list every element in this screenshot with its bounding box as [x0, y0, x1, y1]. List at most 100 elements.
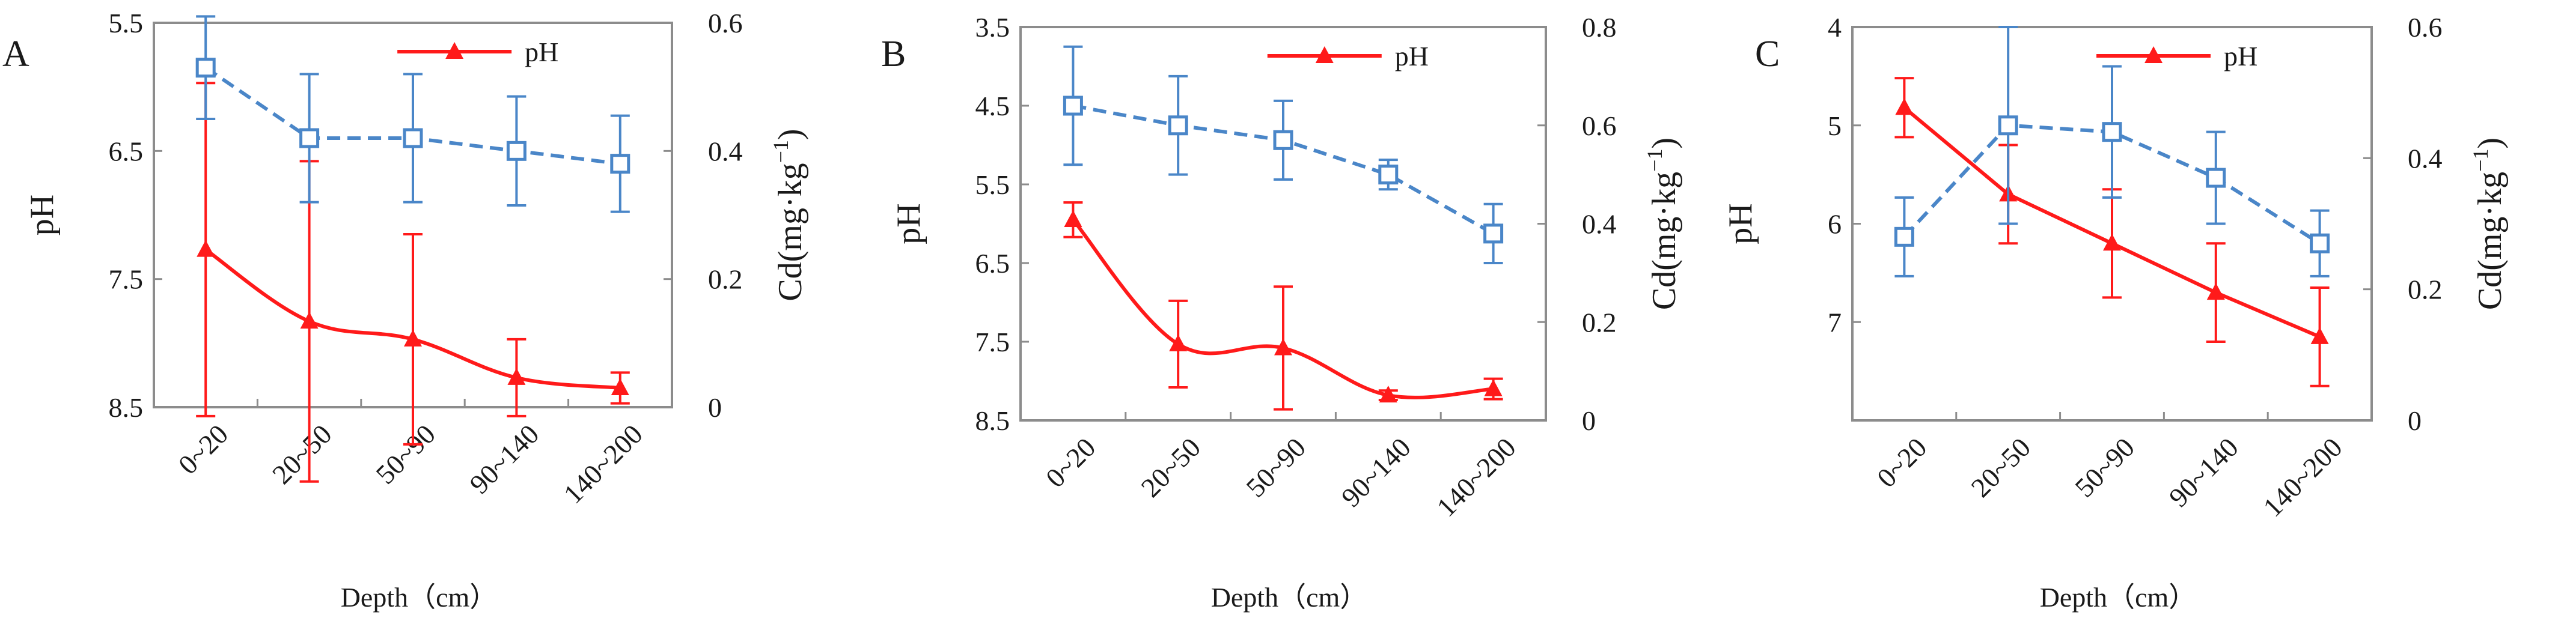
left-tick-label: 7.5	[109, 264, 144, 295]
chart-panel-a: 5.5 6.5 7.5 8.5 0 0.2 0.4 0.6 0~20 20~50 50~90 90~1…	[2, 8, 809, 613]
data-point-square	[1063, 95, 1083, 116]
right-tick-label: 0.6	[2408, 12, 2443, 43]
x-category-label: 0~20	[1040, 432, 1101, 493]
data-point-square	[195, 58, 216, 78]
x-category-label: 0~20	[172, 419, 234, 480]
panel-letter: A	[2, 34, 29, 74]
left-tick-label: 5.5	[975, 169, 1010, 200]
data-point-square	[1168, 115, 1188, 136]
data-point-triangle	[1484, 379, 1503, 396]
left-tick-label: 7	[1828, 307, 1842, 338]
x-axis-title: Depth（cm）	[1211, 582, 1368, 613]
x-axis-title: Depth（cm）	[2040, 582, 2197, 613]
data-point-triangle	[1379, 386, 1397, 403]
data-point-triangle	[2206, 283, 2225, 300]
right-tick-label: 0.8	[1582, 12, 1617, 43]
left-tick-label: 7.5	[975, 327, 1010, 357]
panel-letter: B	[881, 34, 906, 74]
y-axis-title-right-close: )	[772, 129, 809, 140]
data-point-triangle	[1169, 334, 1188, 351]
right-tick-label: 0.2	[708, 264, 743, 295]
left-tick-label: 6.5	[975, 248, 1010, 279]
right-tick-label: 0.2	[1582, 307, 1617, 338]
x-category-label: 140~200	[2257, 432, 2348, 522]
x-category-label: 20~50	[266, 419, 338, 490]
right-tick-label: 0.4	[2408, 143, 2443, 174]
legend-marker	[1315, 46, 1334, 63]
data-point-square	[2102, 122, 2122, 142]
x-category-label: 50~90	[1240, 432, 1311, 503]
x-category-label: 90~140	[1335, 432, 1417, 513]
x-category-label: 20~50	[1135, 432, 1207, 503]
data-point-square	[299, 128, 320, 148]
left-tick-label: 8.5	[109, 392, 144, 423]
y-axis-title-left: pH	[890, 203, 927, 244]
series-ph	[196, 82, 630, 483]
right-tick-label: 0.4	[1582, 209, 1617, 240]
data-point-square	[1378, 165, 1399, 185]
legend-marker	[445, 42, 464, 59]
x-axis-title: Depth（cm）	[341, 582, 498, 613]
data-point-square	[1894, 226, 1914, 247]
left-tick-label: 4	[1828, 12, 1842, 43]
x-category-label: 50~90	[370, 419, 441, 490]
x-category-label: 0~20	[1871, 432, 1932, 493]
series-cd	[1063, 45, 1504, 264]
legend-label: pH	[525, 37, 558, 67]
chart-panel-b: 3.5 4.5 5.5 6.5 7.5 8.5 0 0.2 0.4 0.6 0.8 0~20 20~50…	[881, 12, 1683, 613]
legend-label: pH	[1395, 41, 1429, 71]
y-axis-title-right-main: Cd(mg·kg	[2471, 172, 2509, 310]
right-tick-label: 0.6	[1582, 111, 1617, 141]
y-axis-title-right: Cd(mg·kg−1)	[1643, 138, 1683, 310]
data-point-square	[2206, 168, 2226, 188]
y-axis-title-right-main: Cd(mg·kg	[772, 163, 809, 301]
y-axis-title-left: pH	[1722, 203, 1759, 244]
data-point-triangle	[197, 240, 215, 257]
left-tick-label: 6.5	[109, 136, 144, 166]
data-point-triangle	[2103, 234, 2121, 251]
y-axis-title-right-main: Cd(mg·kg	[1646, 172, 1683, 310]
data-point-triangle	[1895, 98, 1914, 115]
data-point-triangle	[611, 378, 629, 395]
left-tick-label: 3.5	[975, 12, 1010, 43]
left-tick-label: 5	[1828, 111, 1842, 141]
y-axis-title-right-exponent: −1	[2468, 149, 2492, 172]
x-category-label: 140~200	[1430, 432, 1521, 522]
data-point-triangle	[2310, 327, 2329, 344]
series-cd	[195, 15, 630, 213]
chart-panel-c: 4 5 6 7 0 0.2 0.4 0.6 0~20 20~50 50~90 90~140 140~20…	[1722, 12, 2509, 613]
y-axis-title-right-exponent: −1	[1643, 149, 1667, 172]
y-axis-title-right: Cd(mg·kg−1)	[2468, 138, 2509, 310]
data-point-square	[1273, 130, 1293, 150]
data-point-triangle	[300, 312, 319, 329]
data-point-square	[610, 154, 630, 174]
y-axis-title-left: pH	[23, 195, 61, 235]
y-axis-title-right-close: )	[1646, 138, 1683, 149]
y-axis-title-right-close: )	[2471, 138, 2509, 149]
x-category-label: 50~90	[2069, 432, 2140, 503]
right-tick-label: 0	[2408, 405, 2422, 436]
y-axis-title-right-exponent: −1	[769, 140, 793, 163]
data-point-square	[1998, 115, 2018, 136]
data-point-square	[403, 128, 423, 148]
series-cd	[1894, 26, 2330, 277]
left-tick-label: 4.5	[975, 91, 1010, 121]
data-point-triangle	[1274, 338, 1292, 356]
x-category-label: 90~140	[2163, 432, 2244, 513]
data-point-square	[1483, 223, 1504, 244]
y-axis-title-right: Cd(mg·kg−1)	[769, 129, 809, 301]
data-point-triangle	[1064, 210, 1082, 227]
right-tick-label: 0	[1582, 405, 1596, 436]
x-category-label: 140~200	[558, 419, 649, 509]
right-tick-label: 0.6	[708, 8, 743, 38]
x-category-label: 20~50	[1965, 432, 2037, 503]
left-tick-label: 5.5	[109, 8, 144, 38]
data-point-square	[2310, 233, 2330, 253]
right-tick-label: 0.4	[708, 136, 743, 166]
right-tick-label: 0	[708, 392, 722, 423]
data-point-square	[506, 141, 526, 161]
x-category-label: 90~140	[463, 419, 545, 500]
legend-marker	[2144, 46, 2163, 63]
left-tick-label: 6	[1828, 209, 1842, 240]
